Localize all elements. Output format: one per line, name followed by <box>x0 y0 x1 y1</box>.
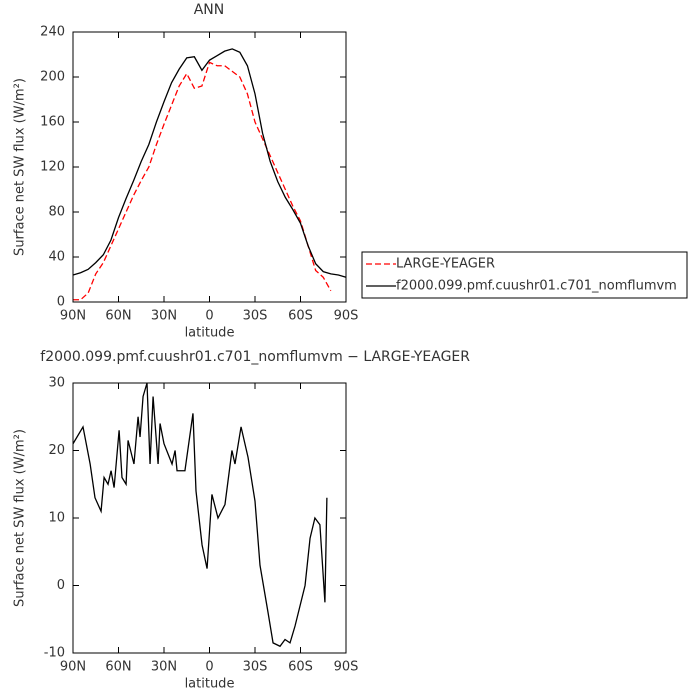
legend-label: f2000.099.pmf.cuushr01.c701_nomflumvm <box>396 279 677 294</box>
x-tick-label: 30N <box>151 660 177 675</box>
y-tick-label: 0 <box>57 578 65 593</box>
y-axis-label: Surface net SW flux (W/m²) <box>13 78 28 256</box>
x-tick-label: 90N <box>60 660 86 675</box>
y-tick-label: 160 <box>40 115 65 130</box>
x-tick-label: 60N <box>105 309 131 324</box>
x-tick-label: 90S <box>334 660 359 675</box>
y-tick-label: -10 <box>44 646 65 661</box>
y-tick-label: 240 <box>40 25 65 40</box>
x-tick-label: 0 <box>205 660 213 675</box>
y-tick-label: 20 <box>48 443 65 458</box>
y-tick-label: 80 <box>48 205 65 220</box>
y-tick-label: 120 <box>40 160 65 175</box>
legend-box <box>361 251 688 299</box>
chart-title: ANN <box>194 2 225 18</box>
x-tick-label: 90S <box>334 309 359 324</box>
x-tick-label: 60N <box>105 660 131 675</box>
x-tick-label: 60S <box>288 309 313 324</box>
data-line <box>73 61 332 301</box>
data-line <box>72 382 328 648</box>
y-tick-label: 0 <box>57 295 65 310</box>
chart-title: f2000.099.pmf.cuushr01.c701_nomflumvm − … <box>40 349 470 365</box>
y-axis-label: Surface net SW flux (W/m²) <box>13 429 28 607</box>
x-tick-label: 30S <box>243 309 268 324</box>
x-axis-label: latitude <box>185 677 235 692</box>
y-tick-label: 10 <box>48 511 65 526</box>
plot-frame <box>72 31 347 303</box>
legend-label: LARGE-YEAGER <box>396 257 495 272</box>
x-tick-label: 30N <box>151 309 177 324</box>
x-tick-label: 60S <box>288 660 313 675</box>
y-tick-label: 200 <box>40 70 65 85</box>
x-tick-label: 90N <box>60 309 86 324</box>
x-tick-label: 0 <box>205 309 213 324</box>
y-tick-label: 30 <box>48 376 65 391</box>
data-line <box>72 48 347 278</box>
x-axis-label: latitude <box>185 326 235 341</box>
x-tick-label: 30S <box>243 660 268 675</box>
plot-frame <box>72 382 347 654</box>
y-tick-label: 40 <box>48 250 65 265</box>
